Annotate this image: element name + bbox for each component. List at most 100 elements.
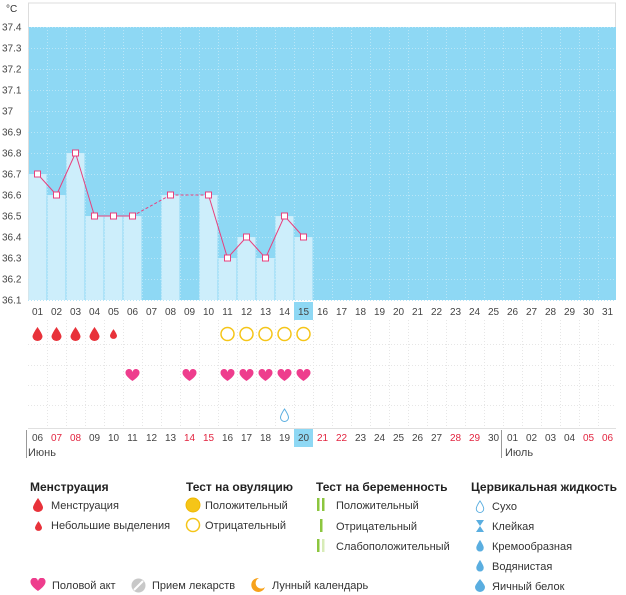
legend-ovulation-title: Тест на овуляцию [186, 480, 293, 494]
blood-drop-icon [33, 498, 43, 512]
small-blood-drop-icon [110, 329, 117, 339]
temperature-point [167, 191, 174, 199]
bbt-chart: °C 37.4 37.3 37.2 37.1 37 36.9 36.8 36.7 36.6 36.5… [2, 2, 616, 459]
calendar-date-label: 09 [89, 433, 101, 444]
legend-medication-label: Прием лекарств [152, 580, 236, 592]
intercourse-heart-icon [30, 578, 46, 591]
creamy-drop-icon [476, 539, 484, 552]
y-tick-label: 36.8 [2, 149, 22, 160]
blood-drop-icon [70, 327, 81, 341]
legend-pregnancy-title: Тест на беременность [316, 480, 448, 494]
cycle-day-label: 30 [583, 307, 595, 318]
cycle-day-label: 02 [51, 307, 63, 318]
calendar-date-label: 06 [32, 433, 44, 444]
temperature-bar [66, 153, 85, 300]
temperature-bar [256, 258, 275, 300]
cycle-day-label: 23 [450, 307, 462, 318]
cycle-day-label: 04 [89, 307, 101, 318]
intercourse-heart-icon [258, 368, 273, 381]
calendar-date-label: 13 [165, 433, 177, 444]
cycle-day-label: 09 [184, 307, 196, 318]
calendar-date-label: 04 [564, 433, 576, 444]
legend-creamy-label: Кремообразная [492, 541, 573, 553]
cycle-day-label: 11 [222, 307, 233, 318]
legend-cervical-title: Цервикальная жидкость [471, 480, 618, 494]
calendar-date-label: 20 [298, 433, 310, 444]
cycle-day-label: 21 [412, 307, 424, 318]
y-tick-label: 37.4 [2, 23, 22, 34]
cycle-day-label: 19 [374, 307, 386, 318]
intercourse-heart-icon [296, 368, 311, 381]
calendar-date-label: 19 [279, 433, 291, 444]
ovulation-negative-icon [239, 326, 254, 342]
calendar-date-label: 25 [393, 433, 405, 444]
intercourse-heart-icon [125, 368, 140, 381]
legend-ovulation-positive-label: Положительный [205, 500, 288, 512]
cycle-day-label: 06 [127, 307, 139, 318]
calendar-date-label: 06 [602, 433, 614, 444]
y-tick-label: 36.2 [2, 275, 22, 286]
dry-drop-icon [279, 408, 290, 422]
temperature-point [262, 254, 269, 262]
temperature-point [205, 191, 212, 199]
temperature-point [300, 233, 307, 241]
calendar-date-label: 23 [355, 433, 367, 444]
calendar-date-label: 07 [51, 433, 63, 444]
temperature-bar [237, 237, 256, 300]
cycle-day-label: 27 [526, 307, 538, 318]
temperature-bar [28, 174, 47, 300]
cycle-day-label: 07 [146, 307, 158, 318]
dry-drop-icon [475, 500, 485, 513]
y-tick-label: 37.1 [2, 86, 22, 97]
calendar-date-label: 01 [507, 433, 519, 444]
current-day-highlight [294, 302, 313, 320]
cycle-day-label: 22 [431, 307, 443, 318]
temperature-point [91, 212, 98, 220]
temperature-point [281, 212, 288, 220]
calendar-date-label: 29 [469, 433, 481, 444]
current-date-highlight [294, 429, 313, 447]
calendar-date-label: 22 [336, 433, 348, 444]
cycle-day-label: 10 [203, 307, 215, 318]
calendar-date-label: 17 [241, 433, 253, 444]
cycle-day-label: 31 [602, 307, 614, 318]
moon-icon [251, 577, 265, 592]
calendar-date-label: 12 [146, 433, 158, 444]
temperature-point [34, 170, 41, 178]
cycle-day-label: 03 [70, 307, 82, 318]
cycle-day-label: 24 [469, 307, 481, 318]
y-tick-label: 36.7 [2, 170, 22, 181]
month-label-july: Июль [505, 447, 533, 459]
cycle-day-label: 15 [298, 307, 310, 318]
temperature-line-segment [132, 194, 171, 217]
temperature-line-segment [75, 152, 95, 217]
ovulation-negative-icon [258, 326, 273, 342]
cycle-day-label: 25 [488, 307, 500, 318]
sticky-icon [476, 520, 484, 532]
intercourse-heart-icon [239, 368, 254, 381]
cycle-day-label: 08 [165, 307, 177, 318]
blood-drop-icon [51, 327, 62, 341]
y-axis-unit: °C [6, 4, 17, 15]
cycle-day-label: 29 [564, 307, 576, 318]
cycle-day-label: 13 [260, 307, 272, 318]
cycle-day-label: 14 [279, 307, 291, 318]
y-tick-label: 37.3 [2, 44, 22, 55]
cycle-day-label: 18 [355, 307, 367, 318]
y-tick-label: 36.4 [2, 233, 22, 244]
cycle-day-label: 16 [317, 307, 329, 318]
temperature-point [53, 191, 60, 199]
calendar-date-label: 26 [412, 433, 424, 444]
legend-pregnancy-positive-label: Положительный [336, 500, 419, 512]
pregnancy-weak-positive-icon [317, 539, 325, 552]
legend-pregnancy-weak-label: Слабоположительный [336, 541, 450, 553]
temperature-point [129, 212, 136, 220]
cycle-day-label: 12 [241, 307, 253, 318]
calendar-date-label: 16 [222, 433, 234, 444]
legend: Менструация Менструация Небольшие выделе… [0, 470, 626, 595]
cycle-day-label: 28 [545, 307, 557, 318]
temperature-bar [47, 195, 66, 300]
cycle-day-label: 01 [32, 307, 44, 318]
calendar-date-label: 05 [583, 433, 595, 444]
legend-menstruation-label: Менструация [51, 500, 119, 512]
